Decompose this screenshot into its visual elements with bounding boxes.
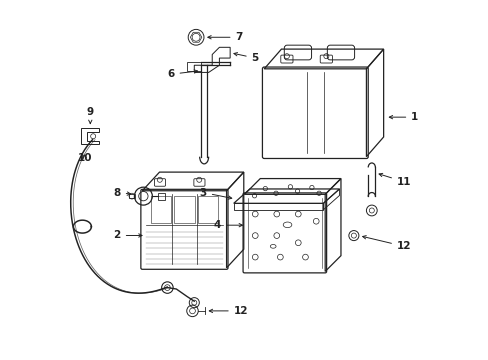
Text: 10: 10 [78,153,92,163]
Bar [197,196,218,223]
Text: 2: 2 [113,230,142,240]
Bar [174,196,194,223]
Text: 7: 7 [207,32,243,42]
Text: 3: 3 [199,188,231,199]
Text: 8: 8 [113,188,130,198]
Bar [151,196,171,223]
Bar [187,62,201,71]
Text: 9: 9 [86,107,94,123]
Text: 5: 5 [233,53,258,63]
Text: 4: 4 [213,220,242,230]
Text: 12: 12 [362,236,410,251]
Text: 11: 11 [378,174,410,187]
Text: 1: 1 [388,112,418,122]
Bar [158,193,164,200]
Text: 12: 12 [209,306,248,316]
Bar [129,194,135,198]
Text: 6: 6 [167,69,197,79]
